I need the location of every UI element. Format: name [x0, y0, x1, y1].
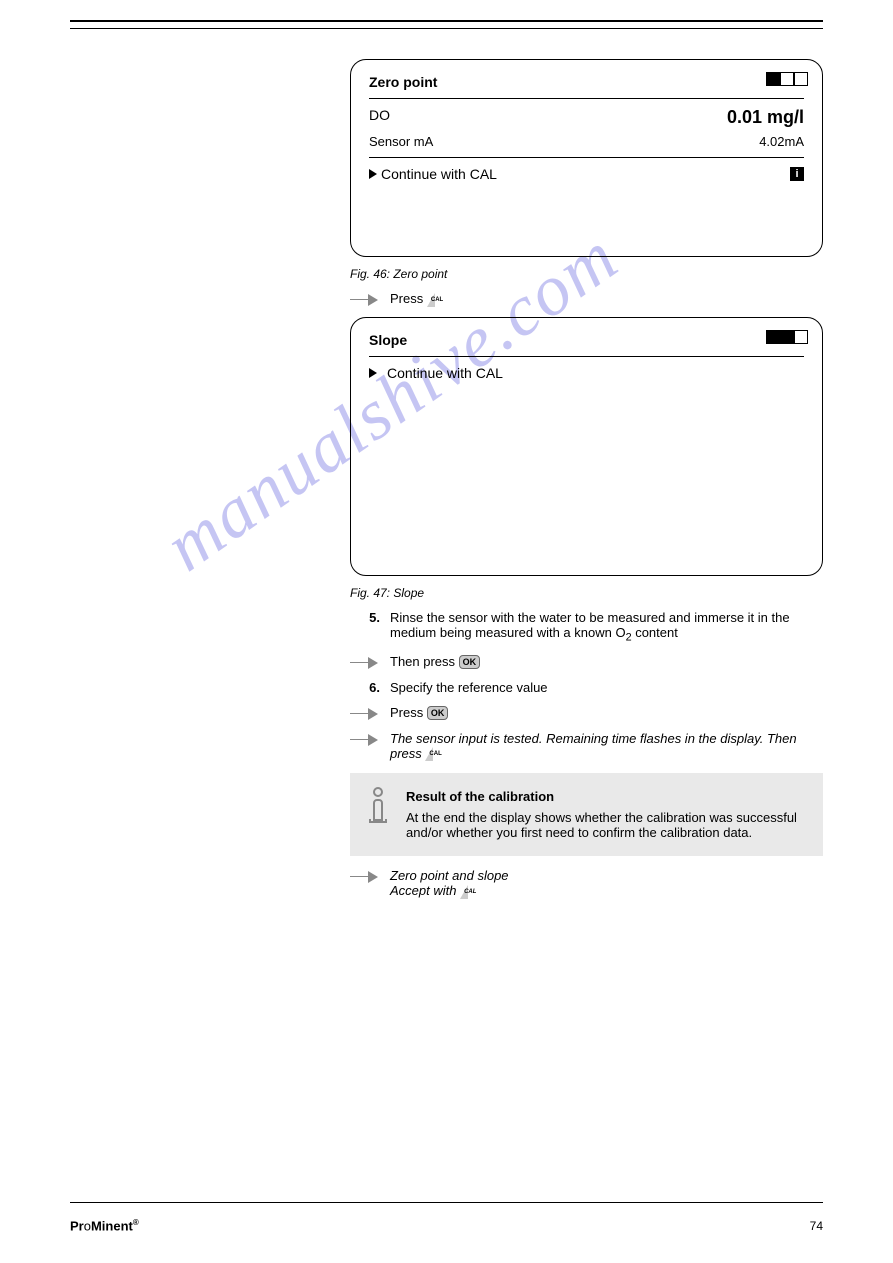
screen2-fig: Fig. 47: Slope: [350, 586, 823, 600]
arrow-icon: [350, 293, 380, 307]
play-icon: [369, 169, 377, 179]
step6-sub-text: Press: [390, 705, 423, 720]
step6-text: Specify the reference value: [390, 680, 548, 695]
ok-key-icon: OK: [459, 655, 481, 669]
step5-sub-text: Then press: [390, 654, 455, 669]
screen1-label: DO: [369, 107, 390, 128]
callout-title: Result of the calibration: [406, 789, 805, 804]
step5-sub-arrow: Then press OK: [350, 654, 823, 670]
step-press-text: Press: [390, 291, 423, 306]
screen1-fig: Fig. 46: Zero point: [350, 267, 823, 281]
cal-key-icon: [460, 885, 468, 899]
logo: ProMinent®: [70, 1218, 139, 1233]
screen-slope: Slope Continue with CAL: [350, 317, 823, 576]
arrow-icon: [350, 733, 380, 747]
arrow-icon: [350, 656, 380, 670]
page-number: 74: [810, 1219, 823, 1233]
callout-result: Result of the calibration At the end the…: [350, 773, 823, 856]
thin-rule: [70, 28, 823, 29]
flash-text: The sensor input is tested. Remaining ti…: [390, 731, 797, 761]
play-icon: [369, 368, 377, 378]
screen2-prompt: Continue with CAL: [387, 365, 503, 381]
step5-text-after: content: [632, 625, 678, 640]
screen1-sub-right: 4.02mA: [759, 134, 804, 149]
ok-key-icon: OK: [427, 706, 449, 720]
cal-key-icon: [425, 747, 433, 761]
screen1-title: Zero point: [369, 74, 804, 90]
arrow-icon: [350, 707, 380, 721]
info-large-icon: [366, 787, 390, 823]
arrow-icon: [350, 870, 380, 884]
callout-body: At the end the display shows whether the…: [406, 810, 805, 840]
bottom-rule: [70, 1202, 823, 1203]
step6-sub-arrow: Press OK: [350, 705, 823, 721]
step-5: 5. Rinse the sensor with the water to be…: [350, 610, 823, 644]
step-press-cal-1: Press: [350, 291, 823, 307]
final-line1: Zero point and slope: [390, 868, 823, 883]
step-6: 6. Specify the reference value: [350, 680, 823, 695]
flash-line: The sensor input is tested. Remaining ti…: [350, 731, 823, 762]
screen2-status-icons: [766, 330, 808, 344]
step6-num: 6.: [350, 680, 380, 695]
top-rule: [70, 20, 823, 22]
screen1-value: 0.01 mg/l: [727, 107, 804, 128]
info-icon: i: [790, 167, 804, 181]
cal-key-icon: [427, 293, 435, 307]
screen1-sub-left: Sensor mA: [369, 134, 433, 149]
final-step: Zero point and slope Accept with: [350, 868, 823, 899]
step5-num: 5.: [350, 610, 380, 625]
screen2-title: Slope: [369, 332, 804, 348]
screen1-prompt: Continue with CAL: [381, 166, 497, 182]
screen1-status-icons: [766, 72, 808, 86]
step5-text-before: Rinse the sensor with the water to be me…: [390, 610, 790, 640]
screen-zero-point: Zero point DO 0.01 mg/l Sensor mA 4.02mA…: [350, 59, 823, 257]
final-line2: Accept with: [390, 883, 823, 899]
